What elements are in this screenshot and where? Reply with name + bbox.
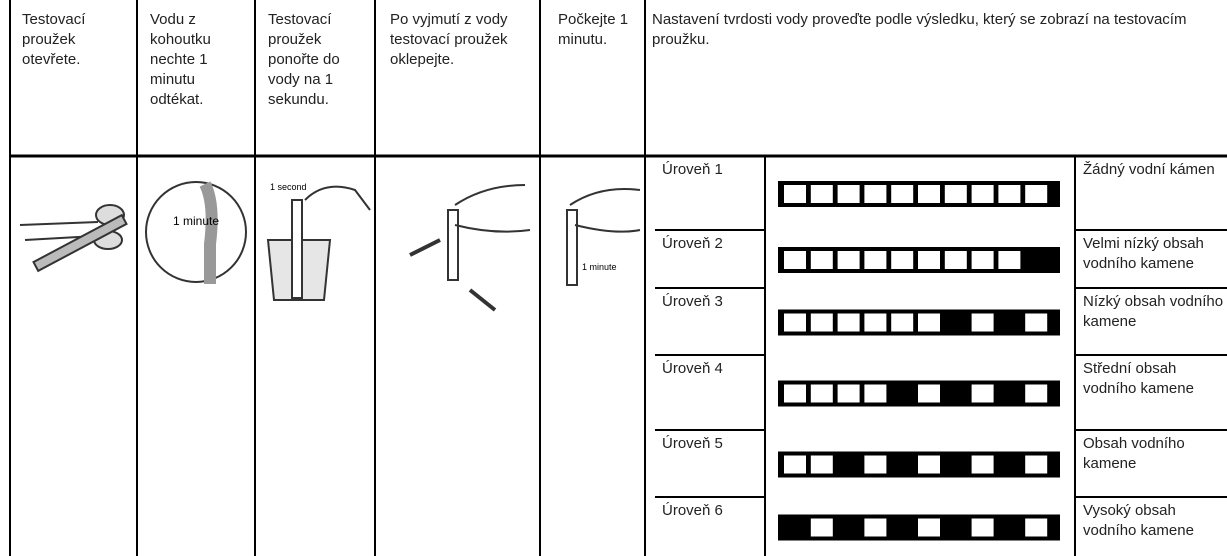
- strip-cell: [837, 384, 860, 403]
- test-strips: [778, 181, 1060, 541]
- step-text: Testovací proužek otevřete.: [22, 11, 86, 68]
- strip-cell: [971, 313, 994, 332]
- strip-cell: [864, 455, 887, 474]
- strip-cell: [971, 185, 994, 203]
- strip-cell: [1025, 185, 1048, 203]
- strip-cell: [810, 384, 833, 403]
- step-text: Po vyjmutí z vody testovací proužek okle…: [390, 11, 508, 68]
- image-label: 1 second: [270, 182, 307, 192]
- tap-icon: [145, 181, 247, 284]
- strip-cell: [891, 185, 914, 203]
- level-label: Úroveň 4: [662, 360, 723, 377]
- strip-cell: [971, 251, 994, 269]
- strip-cell: [891, 313, 914, 332]
- strip-cell: [998, 518, 1021, 537]
- strip-cell: [1025, 384, 1048, 403]
- strip-cell: [998, 251, 1021, 269]
- level-label: Úroveň 2: [662, 235, 723, 252]
- level-description: Nízký obsah vodního kamene: [1083, 293, 1224, 330]
- strip-cell: [971, 518, 994, 537]
- step-text: Vodu z kohoutku nechte 1 minutu odtékat.: [150, 11, 211, 108]
- level-label: Úroveň 1: [662, 161, 723, 178]
- strip-cell: [1025, 313, 1048, 332]
- strip-cell: [837, 313, 860, 332]
- strip-cell: [864, 185, 887, 203]
- strip-cell: [998, 313, 1021, 332]
- strip-cell: [864, 518, 887, 537]
- level-description: Obsah vodního kamene: [1083, 435, 1185, 472]
- strip-cell: [944, 384, 967, 403]
- strip-cell: [1025, 251, 1048, 269]
- strip-cell: [998, 384, 1021, 403]
- strip-cell: [971, 384, 994, 403]
- illustrations: [19, 181, 641, 312]
- level-description: Vysoký obsah vodního kamene: [1083, 502, 1194, 539]
- level-label: Úroveň 6: [662, 502, 723, 519]
- level-description: Střední obsah vodního kamene: [1083, 360, 1194, 397]
- strip-cell: [864, 384, 887, 403]
- strip-cell: [784, 251, 806, 269]
- strip-cell: [998, 455, 1021, 474]
- wait-icon: [566, 188, 641, 286]
- strip-cell: [944, 251, 967, 269]
- strip-cell: [918, 313, 940, 332]
- strip-cell: [891, 251, 914, 269]
- strip-cell: [784, 518, 806, 537]
- strip-cell: [918, 518, 940, 537]
- strip-cell: [837, 518, 860, 537]
- strip-cell: [918, 384, 940, 403]
- strip-cell: [918, 251, 940, 269]
- level-description: Velmi nízký obsah vodního kamene: [1083, 235, 1204, 272]
- strip-cell: [784, 185, 806, 203]
- step-text: Počkejte 1 minutu.: [558, 11, 629, 48]
- level-label: Úroveň 3: [662, 293, 723, 310]
- strip-cell: [1025, 455, 1048, 474]
- strip-cell: [1025, 518, 1048, 537]
- image-label: 1 minute: [173, 214, 219, 228]
- strip-cell: [810, 185, 833, 203]
- image-label: 1 minute: [582, 262, 617, 272]
- level-label: Úroveň 5: [662, 435, 723, 452]
- level-description: Žádný vodní kámen: [1083, 161, 1215, 178]
- strip-cell: [944, 455, 967, 474]
- strip-cell: [891, 384, 914, 403]
- step-text: Testovací proužek ponořte do vody na 1 s…: [268, 11, 340, 108]
- strip-cell: [837, 185, 860, 203]
- strip-cell: [810, 518, 833, 537]
- strip-cell: [864, 313, 887, 332]
- strip-cell: [810, 313, 833, 332]
- strip-cell: [784, 384, 806, 403]
- strip-cell: [784, 455, 806, 474]
- strip-cell: [918, 455, 940, 474]
- strip-cell: [837, 455, 860, 474]
- strip-cell: [864, 251, 887, 269]
- strip-cell: [918, 185, 940, 203]
- strip-cell: [784, 313, 806, 332]
- strip-cell: [837, 251, 860, 269]
- strip-cell: [944, 313, 967, 332]
- table-borders: [9, 0, 1227, 556]
- strip-cell: [971, 455, 994, 474]
- strip-cell: [810, 251, 833, 269]
- scissors-icon: [19, 204, 128, 273]
- strip-cell: [810, 455, 833, 474]
- strip-cell: [998, 185, 1021, 203]
- strip-cell: [891, 455, 914, 474]
- strip-cell: [891, 518, 914, 537]
- strip-cell: [944, 185, 967, 203]
- cup-icon: [266, 185, 371, 301]
- shake-icon: [409, 184, 531, 312]
- strip-cell: [944, 518, 967, 537]
- result-header: Nastavení tvrdosti vody proveďte podle v…: [652, 11, 1187, 48]
